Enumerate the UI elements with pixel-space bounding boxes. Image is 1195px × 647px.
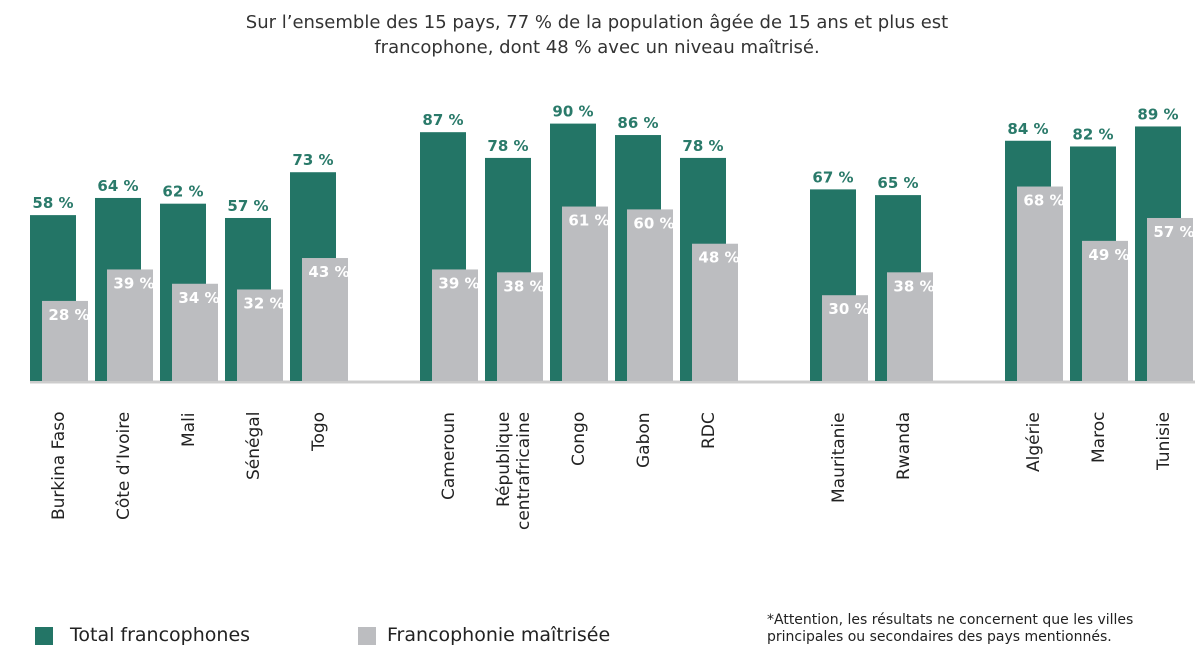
value-label: 32 %	[243, 294, 284, 312]
bar	[887, 272, 933, 381]
value-label: 89 %	[1137, 105, 1178, 123]
value-label: 43 %	[308, 263, 349, 281]
bar	[1082, 240, 1128, 381]
x-tick-label: Togo	[309, 412, 329, 452]
x-tick-label: Algérie	[1024, 412, 1044, 472]
x-tick-label: Congo	[569, 412, 589, 467]
x-tick-label: Maroc	[1089, 412, 1109, 464]
value-label: 84 %	[1007, 120, 1048, 138]
bar	[562, 206, 608, 381]
value-label: 68 %	[1023, 192, 1064, 210]
value-label: 49 %	[1088, 246, 1129, 264]
footnote: *Attention, les résultats ne concernent …	[767, 612, 1134, 645]
value-label: 87 %	[422, 111, 463, 129]
value-label: 39 %	[113, 274, 154, 292]
value-label: 48 %	[698, 249, 739, 267]
value-label: 78 %	[682, 137, 723, 155]
value-label: 57 %	[227, 197, 268, 215]
bar	[1147, 217, 1193, 381]
legend-label: Total francophones	[70, 624, 251, 646]
value-label: 60 %	[633, 214, 674, 232]
x-tick-label: Mauritanie	[829, 412, 849, 503]
bar	[432, 269, 478, 381]
bar	[42, 300, 88, 381]
value-label: 64 %	[97, 177, 138, 195]
x-tick-label: Burkina Faso	[49, 412, 69, 521]
bar	[497, 272, 543, 381]
value-label: 78 %	[487, 137, 528, 155]
value-label: 38 %	[503, 277, 544, 295]
legend-label: Francophonie maîtrisée	[387, 624, 611, 646]
value-label: 38 %	[893, 277, 934, 295]
x-tick-label: Cameroun	[439, 412, 459, 500]
x-tick-label: Mali	[179, 412, 199, 447]
value-label: 61 %	[568, 212, 609, 230]
value-label: 73 %	[292, 151, 333, 169]
x-tick-label: République centrafricaine	[494, 412, 534, 531]
value-label: 30 %	[828, 300, 869, 318]
value-label: 65 %	[877, 174, 918, 192]
value-label: 82 %	[1072, 125, 1113, 143]
x-tick-label: Sénégal	[244, 412, 264, 481]
bar	[627, 209, 673, 381]
x-tick-label: Tunisie	[1154, 412, 1174, 471]
legend-swatch	[358, 627, 376, 645]
x-tick-label: RDC	[699, 412, 719, 449]
value-label: 57 %	[1153, 223, 1194, 241]
chart-title: Sur l’ensemble des 15 pays, 77 % de la p…	[245, 12, 949, 58]
value-label: 34 %	[178, 289, 219, 307]
value-label: 86 %	[617, 114, 658, 132]
bar	[1017, 186, 1063, 381]
x-tick-label: Côte d’Ivoire	[114, 412, 134, 521]
bar	[107, 269, 153, 381]
value-label: 39 %	[438, 274, 479, 292]
bar	[237, 289, 283, 381]
value-label: 58 %	[32, 194, 73, 212]
value-label: 90 %	[552, 103, 593, 121]
bar	[172, 283, 218, 381]
value-label: 67 %	[812, 168, 853, 186]
legend-swatch	[35, 627, 53, 645]
value-label: 62 %	[162, 183, 203, 201]
value-label: 28 %	[48, 306, 89, 324]
bar	[822, 295, 868, 381]
x-tick-label: Gabon	[634, 412, 654, 468]
bar	[692, 243, 738, 381]
bar	[302, 258, 348, 381]
x-tick-label: Rwanda	[894, 412, 914, 481]
